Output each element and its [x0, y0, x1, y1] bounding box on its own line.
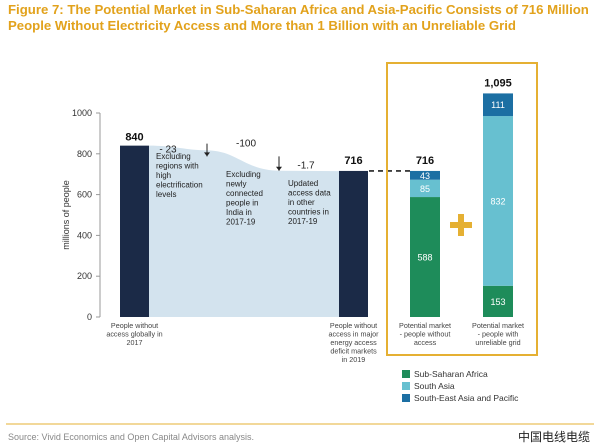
bar-start-2017 [120, 145, 149, 317]
y-tick-label: 600 [77, 190, 92, 200]
stacked-segment [410, 179, 440, 198]
waterfall-step-description: Updated [288, 179, 318, 188]
stacked-segment [483, 116, 513, 286]
stacked-segment [483, 93, 513, 117]
segment-value-label: 832 [490, 196, 505, 206]
y-axis-title: millions of people [61, 180, 71, 250]
x-category-label: in 2019 [342, 355, 366, 364]
waterfall-step-description: 2017-19 [288, 217, 318, 226]
legend-swatch [402, 394, 410, 402]
x-category-label: access [414, 338, 437, 347]
chart-title-line-1: Figure 7: The Potential Market in Sub-Sa… [8, 2, 589, 17]
waterfall-step-description: Excluding [226, 170, 261, 179]
x-category-label: access in major [329, 330, 380, 339]
waterfall-step-description: India in [226, 208, 252, 217]
segment-value-label: 43 [420, 171, 430, 181]
waterfall-step-description: regions with [156, 162, 199, 171]
waterfall-step-description: people in [226, 199, 258, 208]
chart-title-line-2: People Without Electricity Access and Mo… [8, 18, 516, 33]
waterfall-step-description: levels [156, 190, 176, 199]
x-category-label: People without [330, 321, 377, 330]
y-tick-label: 1000 [72, 108, 92, 118]
legend-label: Sub-Saharan Africa [414, 369, 488, 379]
x-category-label: - people with [478, 330, 519, 339]
segment-value-label: 153 [490, 297, 505, 307]
waterfall-step-description: 2017-19 [226, 218, 256, 227]
highlight-frame [386, 62, 538, 356]
x-category-label: People without [111, 321, 158, 330]
legend-swatch [402, 382, 410, 390]
bar-value-label: 716 [344, 155, 362, 167]
segment-value-label: 588 [417, 253, 432, 263]
y-tick-label: 200 [77, 271, 92, 281]
waterfall-change-label: -100 [236, 138, 256, 149]
waterfall-step-description: high [156, 171, 171, 180]
y-tick-label: 800 [77, 149, 92, 159]
waterfall-step-description: in other [288, 198, 315, 207]
x-category-label: energy access [330, 338, 377, 347]
waterfall-area [149, 145, 339, 317]
stacked-total-label: 1,095 [484, 77, 512, 89]
legend-label: South-East Asia and Pacific [414, 393, 519, 403]
waterfall-change-label: - 23 [159, 145, 177, 156]
waterfall-step-description: access data [288, 189, 331, 198]
x-category-label: access globally in [106, 330, 162, 339]
down-arrow-icon [276, 166, 282, 171]
waterfall-step-description: Excluding [156, 152, 191, 161]
x-category-label: Potential market [472, 321, 524, 330]
waterfall-step-description: newly [226, 180, 246, 189]
x-category-label: Potential market [399, 321, 451, 330]
x-category-label: 2017 [127, 338, 143, 347]
legend-label: South Asia [414, 381, 455, 391]
legend-swatch [402, 370, 410, 378]
x-category-label: - people without [400, 330, 451, 339]
segment-value-label: 111 [491, 100, 505, 110]
stacked-segment [410, 170, 440, 180]
x-category-label: deficit markets [330, 347, 377, 356]
chart-title: Figure 7: The Potential Market in Sub-Sa… [8, 2, 598, 34]
bar-value-label: 840 [125, 132, 143, 144]
y-tick-label: 400 [77, 230, 92, 240]
stacked-total-label: 716 [416, 155, 434, 167]
plus-sign-icon [458, 214, 464, 236]
stacked-segment [483, 285, 513, 317]
source-note: Source: Vivid Economics and Open Capital… [8, 432, 254, 442]
segment-value-label: 85 [420, 184, 430, 194]
waterfall-step-description: connected [226, 189, 263, 198]
down-arrow-icon [204, 152, 210, 157]
waterfall-step-description: countries in [288, 208, 329, 217]
y-tick-label: 0 [87, 312, 92, 322]
bar-end-2019 [339, 170, 368, 317]
waterfall-change-label: -1.7 [297, 161, 315, 172]
stacked-segment [410, 197, 440, 317]
x-category-label: unreliable grid [475, 338, 520, 347]
waterfall-step-description: electrification [156, 181, 203, 190]
watermark-text: 中国电线电缆 [517, 430, 590, 444]
